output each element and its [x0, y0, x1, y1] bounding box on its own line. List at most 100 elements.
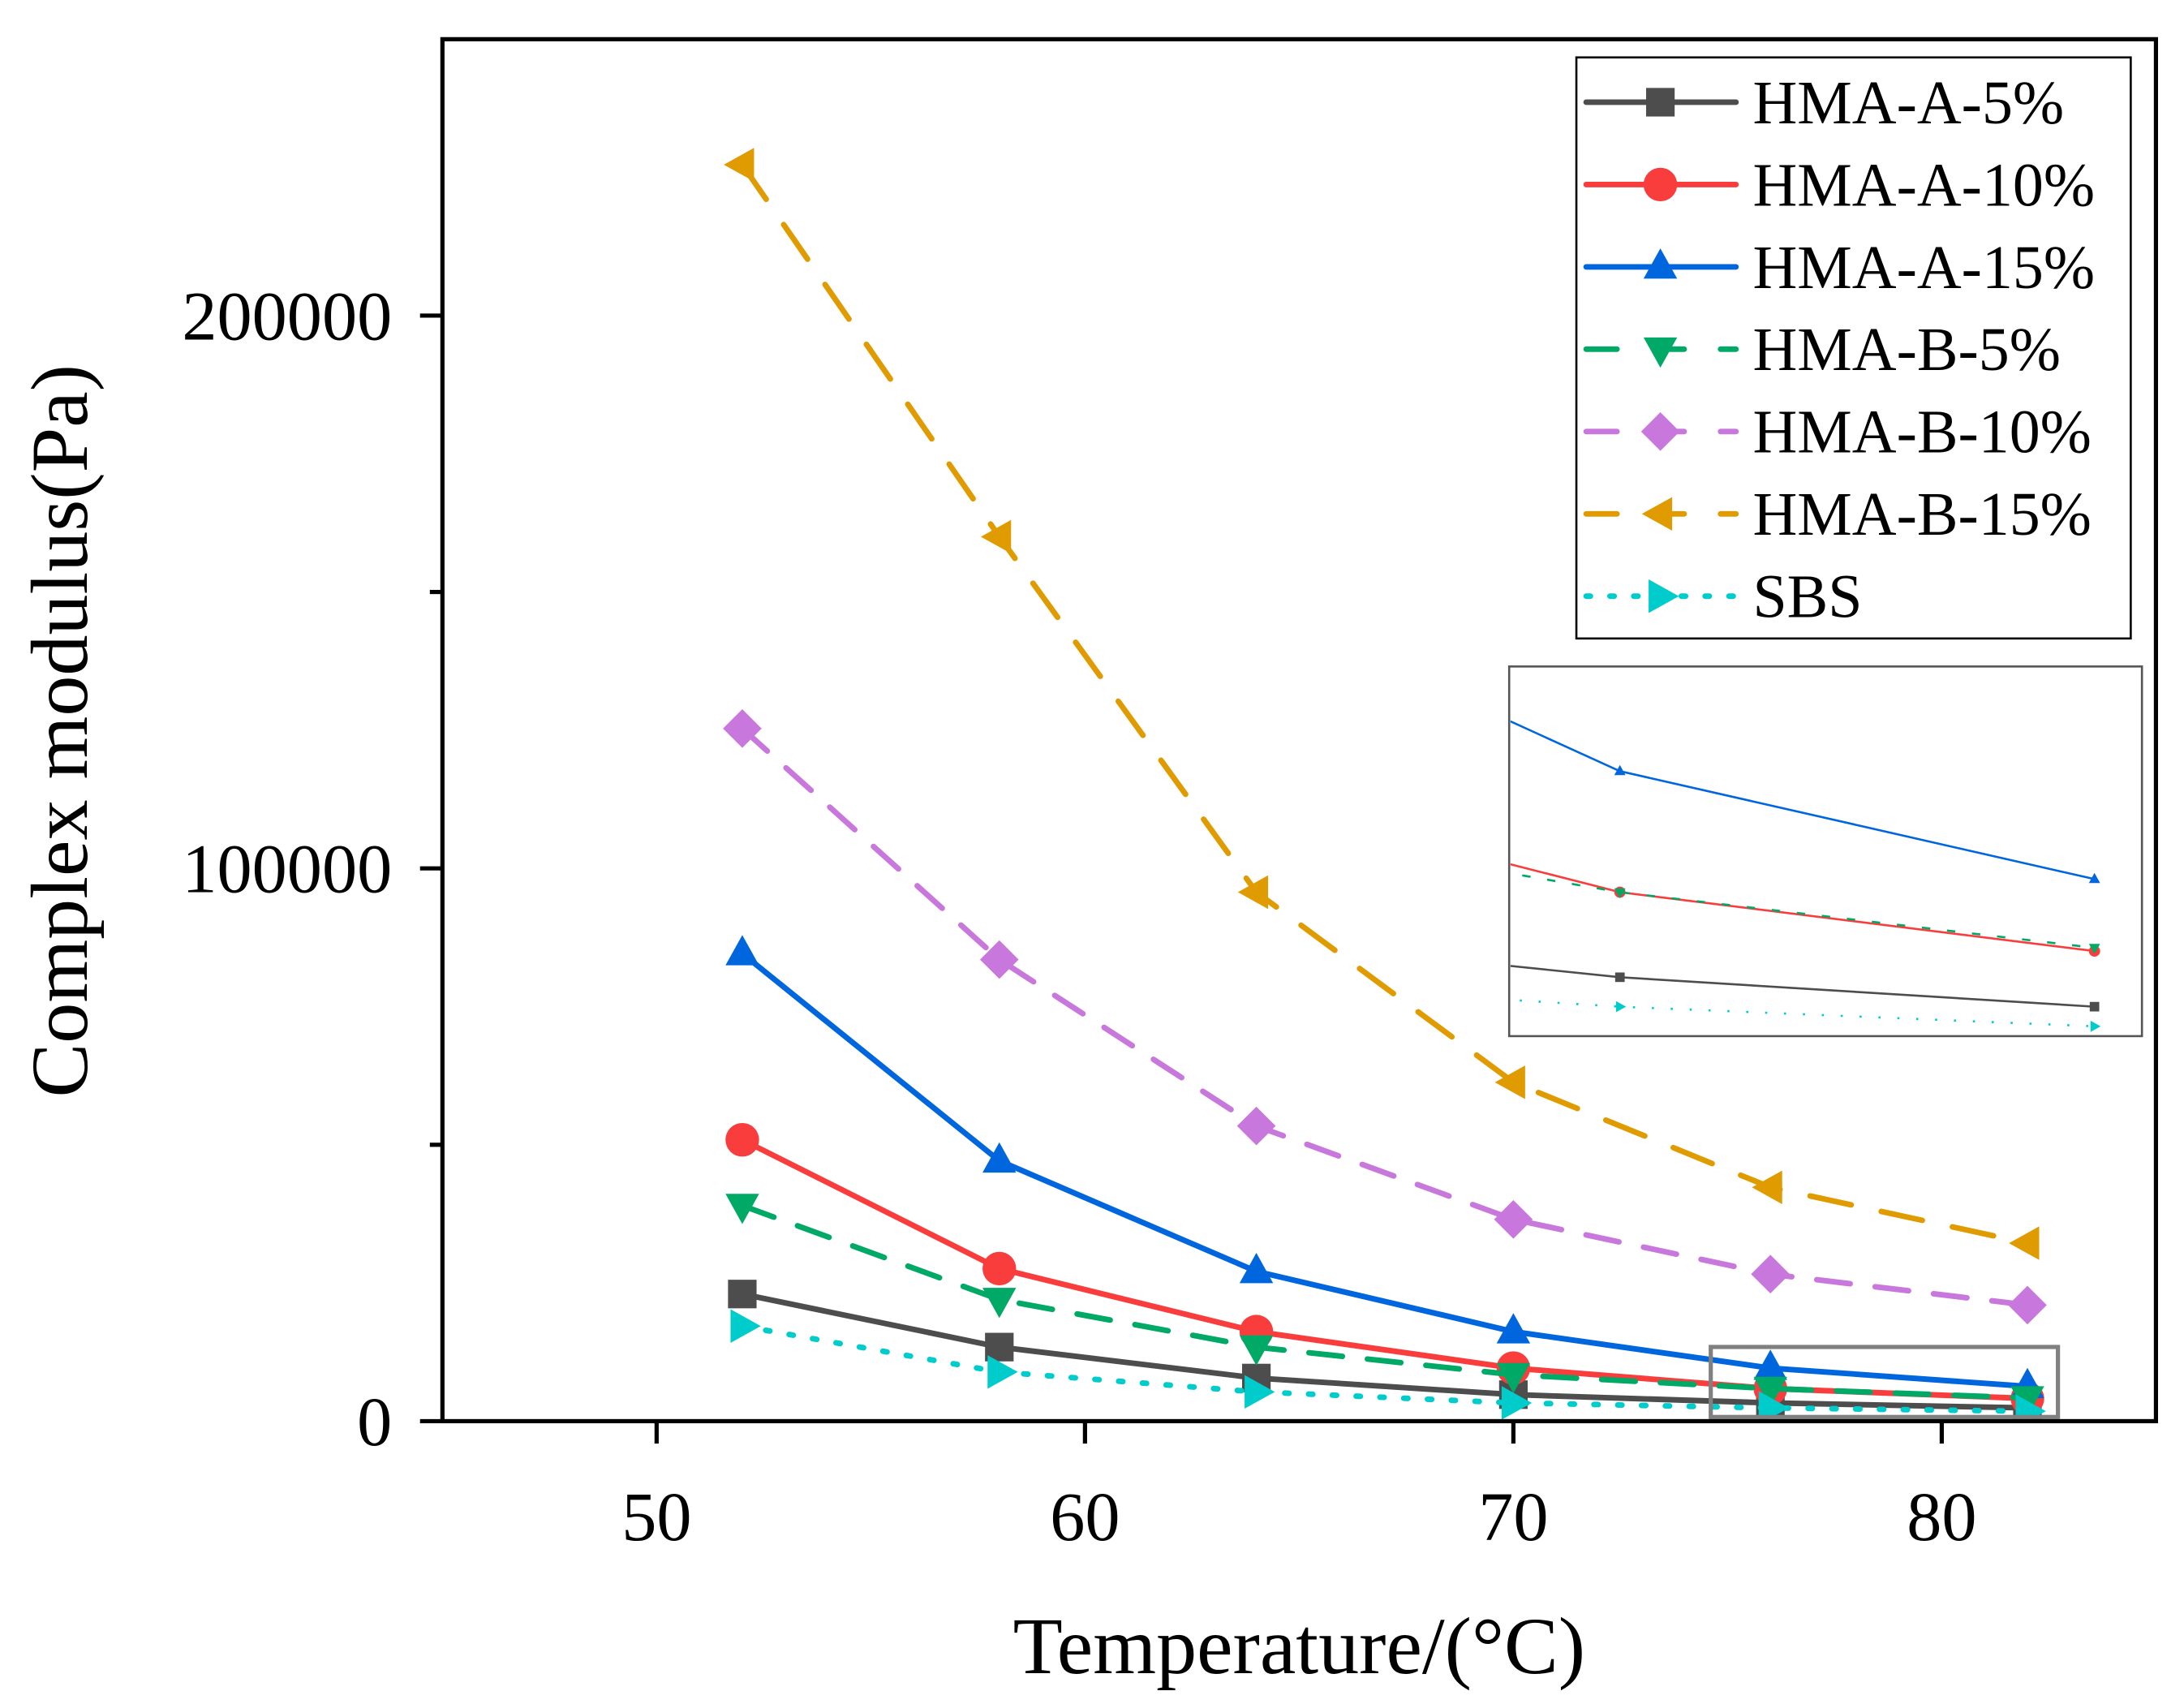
legend-entry-hma-b-5pct: HMA-B-5%: [1583, 316, 2061, 384]
inset-point-hma-a-15pct: [665, 192, 677, 202]
data-point-hma-b-15pct: [2009, 1226, 2040, 1260]
x-tick-label: 60: [1050, 1478, 1120, 1556]
x-axis-title: Temperature/(°C): [1013, 1601, 1585, 1691]
y-tick-label: 200000: [182, 277, 392, 355]
inset-series-sbs: [192, 789, 2101, 1032]
data-point-hma-b-15pct: [1237, 875, 1269, 910]
inset-point-hma-a-15pct: [1140, 549, 1151, 559]
inset-line-hma-b-15pct: [0, 0, 2095, 32]
inset-point-hma-a-5pct: [2089, 1001, 2100, 1012]
inset-series-hma-a-5pct: [191, 642, 2100, 1012]
plot-frame: [440, 37, 2159, 1424]
data-point-hma-b-10pct: [723, 709, 762, 748]
inset-line-hma-a-5pct: [1510, 965, 2095, 1008]
data-point-hma-a-10pct: [725, 1122, 759, 1157]
legend-marker: [1643, 337, 1678, 368]
legend-label: HMA-B-5%: [1752, 316, 2061, 384]
inset-frame: [1507, 665, 2143, 1038]
inset-point-sbs: [192, 789, 202, 800]
y-tick-label: 100000: [182, 830, 392, 908]
data-point-hma-a-15pct: [1496, 1313, 1531, 1344]
inset-point-hma-b-5pct: [665, 643, 677, 652]
data-point-hma-a-15pct: [1753, 1349, 1787, 1380]
data-point-hma-b-5pct: [982, 1288, 1017, 1319]
data-point-hma-b-10pct: [979, 940, 1019, 979]
axes-layer: 50 60 70 80 0 100000 200000: [182, 277, 1976, 1556]
inset-point-hma-b-15pct: [2088, 26, 2098, 37]
inset-point-hma-a-10pct: [191, 177, 202, 188]
data-point-sbs: [1245, 1375, 1275, 1409]
inset-series-layer: [0, 0, 2101, 1032]
data-point-hma-b-10pct: [2008, 1285, 2047, 1325]
data-point-hma-b-10pct: [1751, 1254, 1791, 1294]
inset-series-hma-b-5pct: [191, 362, 2100, 954]
inset-point-sbs: [1141, 971, 1151, 983]
data-point-hma-b-5pct: [725, 1194, 759, 1224]
inset-point-hma-a-5pct: [666, 825, 676, 835]
data-point-sbs: [987, 1355, 1018, 1389]
legend-label: HMA-B-10%: [1752, 398, 2091, 467]
x-tick-label: 70: [1478, 1478, 1548, 1556]
legend-entry-hma-b-15pct: HMA-B-15%: [1583, 480, 2092, 549]
data-point-hma-a-5pct: [728, 1280, 757, 1309]
inset-point-hma-b-5pct: [1614, 888, 1626, 899]
inset-point-hma-a-5pct: [1614, 972, 1625, 983]
data-point-hma-b-5pct: [1496, 1362, 1531, 1393]
legend-label: SBS: [1752, 563, 1862, 631]
series-line-sbs: [739, 1323, 2031, 1414]
x-tick-label: 50: [621, 1478, 691, 1556]
legend-entry-hma-a-10pct: HMA-A-10%: [1583, 151, 2095, 219]
series-line-hma-b-10pct: [739, 725, 2031, 1308]
series-line-hma-b-15pct: [739, 161, 2031, 1246]
data-point-sbs: [730, 1309, 761, 1343]
series-line-hma-b-5pct: [739, 1203, 2031, 1401]
legend-label: HMA-A-5%: [1752, 69, 2064, 137]
legend-label: HMA-A-15%: [1752, 234, 2095, 302]
inset-series-hma-a-15pct: [665, 192, 2100, 884]
y-tick-label: 0: [357, 1383, 392, 1461]
data-point-sbs: [1758, 1391, 1789, 1422]
data-point-hma-a-10pct: [982, 1251, 1017, 1286]
data-point-hma-b-5pct: [1239, 1335, 1274, 1366]
legend-marker: [1641, 497, 1673, 531]
inset-line-hma-a-15pct: [1510, 720, 2095, 880]
legend-label: HMA-B-15%: [1752, 480, 2091, 549]
series-line-hma-a-5pct: [739, 1291, 2031, 1411]
series-line-hma-a-15pct: [739, 950, 2031, 1389]
data-point-hma-b-10pct: [1494, 1199, 1533, 1239]
y-axis-title: Complex modulus(Pa): [15, 364, 105, 1097]
inset-point-hma-b-5pct: [2088, 944, 2100, 954]
data-point-hma-b-15pct: [1752, 1170, 1782, 1204]
inset-line-hma-b-5pct: [1510, 871, 2095, 949]
data-point-hma-b-15pct: [1494, 1065, 1525, 1099]
legend-label: HMA-A-10%: [1752, 151, 2095, 219]
legend-entry-sbs: SBS: [1583, 563, 1863, 631]
zoom-region-box: [1709, 1345, 2061, 1419]
legend-marker: [1643, 248, 1678, 279]
x-tick-label: 80: [1907, 1478, 1976, 1556]
data-point-hma-a-15pct: [725, 935, 759, 966]
inset-point-sbs: [2090, 1020, 2101, 1032]
inset-point-hma-a-5pct: [1141, 923, 1150, 933]
data-point-sbs: [2015, 1394, 2046, 1422]
series-layer: [723, 148, 2047, 1422]
series-hma-b-5pct: [725, 1194, 2044, 1417]
legend-entry-hma-a-5pct: HMA-A-5%: [1583, 69, 2064, 137]
legend: HMA-A-5% HMA-A-10% HMA-A-15% HMA-B-5% HMA-B-…: [1575, 56, 2132, 640]
data-point-hma-a-15pct: [1239, 1253, 1274, 1284]
inset-point-hma-a-15pct: [2088, 872, 2100, 884]
inset-point-hma-a-5pct: [191, 642, 201, 652]
series-sbs: [730, 1309, 2046, 1422]
data-point-hma-a-15pct: [982, 1142, 1017, 1173]
inset-point-hma-a-10pct: [665, 549, 677, 561]
data-point-hma-b-15pct: [980, 519, 1012, 554]
legend-marker: [1645, 88, 1675, 117]
inset-series-hma-b-15pct: [0, 0, 2099, 37]
legend-entry-hma-b-10pct: HMA-B-10%: [1583, 398, 2092, 467]
inset-point-sbs: [1615, 1000, 1627, 1013]
inset-point-hma-a-15pct: [1614, 764, 1626, 776]
inset-point-hma-a-10pct: [1140, 765, 1151, 777]
inset-point-hma-b-5pct: [191, 362, 202, 372]
legend-marker: [1643, 167, 1678, 202]
